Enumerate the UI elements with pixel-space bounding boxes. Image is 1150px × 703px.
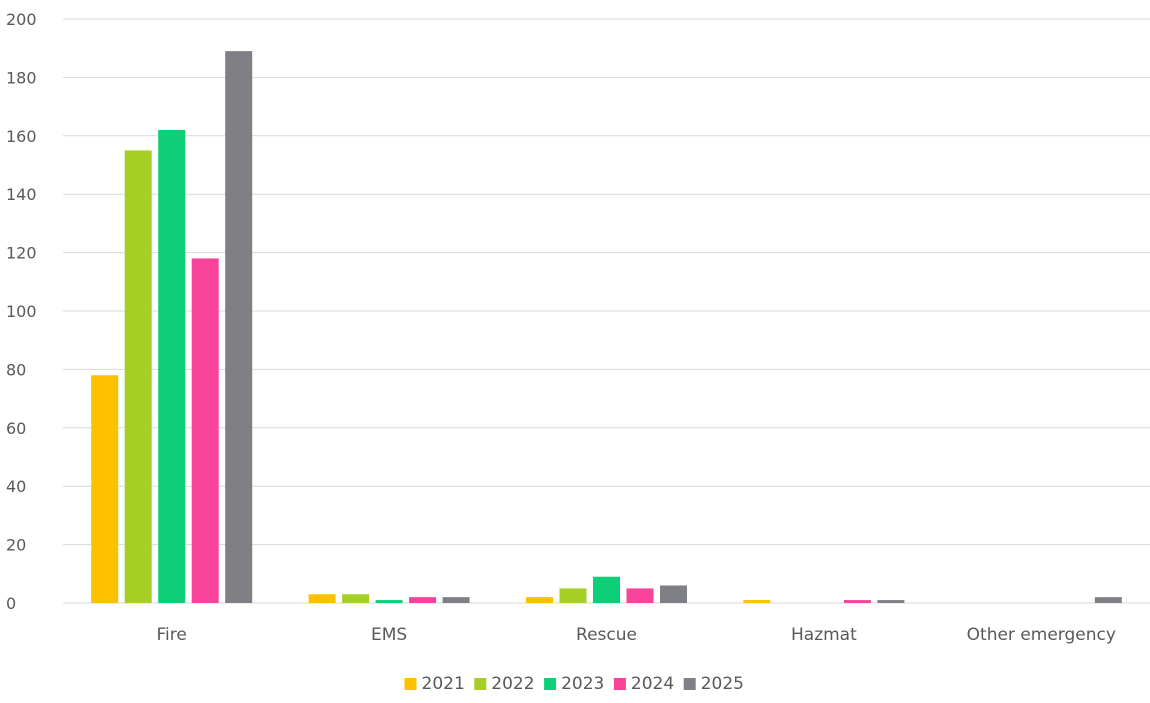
y-tick-label: 160	[6, 127, 37, 146]
legend-label: 2022	[491, 674, 534, 694]
legend-swatch	[683, 678, 696, 690]
x-category-label: Fire	[157, 625, 187, 645]
y-axis-ticks: 0 20 40 60 80 100 120 140 160 180 200	[6, 10, 37, 613]
bar-fire-2025	[225, 51, 253, 604]
legend: 2021 2022 2023 2024 2025	[404, 674, 744, 694]
y-tick-label: 0	[6, 594, 16, 613]
bars	[91, 51, 1122, 604]
legend-swatch	[404, 678, 417, 690]
legend-swatch	[474, 678, 487, 690]
y-tick-label: 140	[6, 185, 37, 204]
y-tick-label: 20	[6, 536, 26, 555]
bar-ems-2023	[375, 600, 403, 603]
bar-rescue-2021	[526, 597, 553, 603]
legend-label: 2023	[561, 674, 604, 694]
y-tick-label: 80	[6, 360, 26, 379]
bar-ems-2022	[342, 594, 370, 603]
bar-rescue-2024	[626, 588, 654, 603]
bar-fire-2023	[158, 129, 186, 603]
x-category-label: EMS	[371, 625, 407, 645]
bar-ems-2021	[308, 594, 336, 603]
y-tick-label: 60	[6, 419, 26, 438]
y-tick-label: 40	[6, 477, 26, 496]
x-axis-labels: Fire EMS Rescue Hazmat Other emergency	[157, 625, 1116, 645]
legend-swatch	[613, 678, 626, 690]
y-tick-label: 180	[6, 68, 37, 87]
bar-fire-2024	[191, 258, 219, 603]
bar-rescue-2023	[593, 576, 620, 603]
legend-label: 2024	[631, 674, 674, 694]
bar-hazmat-2021	[743, 600, 771, 603]
y-tick-label: 120	[6, 244, 37, 263]
y-tick-label: 200	[6, 10, 37, 29]
bar-other-emergency-2025	[1094, 597, 1122, 603]
x-category-label: Hazmat	[791, 625, 857, 645]
bar-rescue-2022	[559, 588, 587, 603]
bar-hazmat-2025	[877, 600, 905, 603]
legend-label: 2025	[701, 674, 744, 694]
bar-hazmat-2024	[843, 600, 871, 603]
legend-item-2023: 2023	[544, 674, 604, 694]
x-category-label: Rescue	[576, 625, 637, 645]
y-tick-label: 100	[6, 302, 37, 321]
legend-swatch	[544, 678, 557, 690]
bar-ems-2025	[442, 597, 470, 603]
bar-fire-2022	[124, 150, 152, 603]
legend-label: 2021	[422, 674, 465, 694]
x-category-label: Other emergency	[967, 625, 1116, 645]
legend-item-2024: 2024	[613, 674, 674, 694]
legend-item-2022: 2022	[474, 674, 535, 694]
bar-fire-2021	[91, 375, 119, 603]
bar-ems-2024	[409, 597, 437, 603]
legend-item-2021: 2021	[404, 674, 465, 694]
legend-item-2025: 2025	[683, 674, 744, 694]
bar-rescue-2025	[660, 585, 687, 603]
